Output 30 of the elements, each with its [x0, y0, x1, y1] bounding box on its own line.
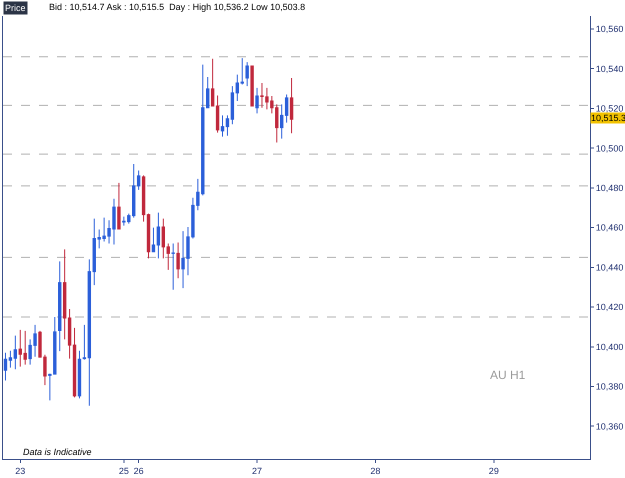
candlestick	[78, 350, 82, 399]
y-tick-label: 10,360	[596, 421, 624, 432]
candlestick	[176, 242, 180, 279]
x-tick-label: 26	[134, 466, 144, 476]
candlestick	[245, 62, 249, 87]
annotation: AU H1	[490, 368, 526, 382]
annotation: Data is Indicative	[23, 447, 92, 457]
text: Price	[5, 3, 26, 13]
candlestick	[255, 87, 259, 114]
x-tick-label: 25	[118, 466, 129, 476]
chart-title: Bid : 10,514.7 Ask : 10,515.5 Day : High 10,536.2 Low 10,503.8	[49, 2, 306, 12]
y-tick-label: 10,560	[596, 24, 624, 34]
y-tick-label: 10,440	[596, 262, 624, 272]
x-tick-label: 27	[252, 466, 262, 476]
y-tick-label: 10,460	[596, 222, 624, 233]
x-tick-label: 23	[15, 466, 26, 476]
y-tick-label: 10,420	[596, 302, 624, 312]
candlestick	[117, 182, 121, 230]
candlestick	[58, 260, 62, 352]
candlestick	[290, 77, 294, 134]
x-tick-label: 29	[488, 466, 499, 476]
y-tick-label: 10,400	[596, 342, 624, 352]
x-tick-label: 28	[370, 466, 380, 476]
y-tick-label: 10,380	[596, 382, 624, 392]
y-tick-label: 10,480	[596, 182, 624, 193]
y-tick-label: 10,520	[596, 104, 624, 114]
y-tick-label: 10,500	[596, 143, 624, 154]
candlestick	[171, 242, 175, 290]
y-tick-label: 10,540	[596, 64, 624, 74]
candlestick	[250, 64, 254, 106]
